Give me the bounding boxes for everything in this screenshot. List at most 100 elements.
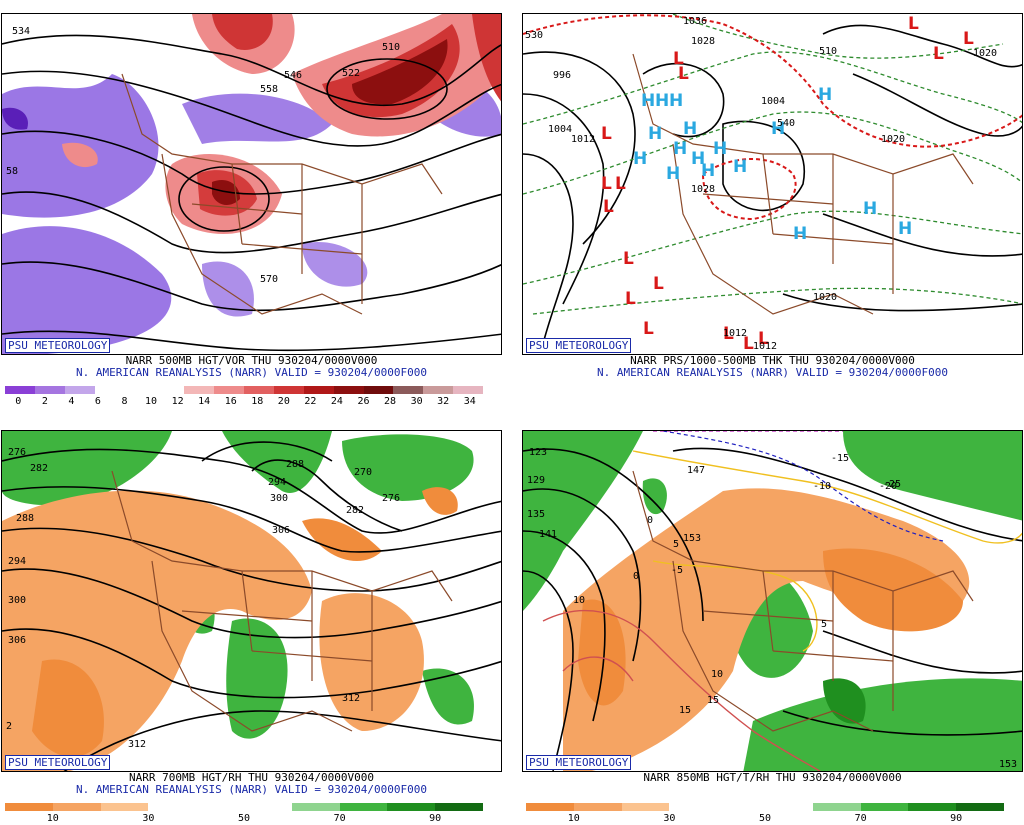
colorbar-swatch (34, 386, 65, 394)
colorbar-ticks: 10 30 50 70 90 (526, 813, 1004, 825)
map-700mb: 276 282 288 294 300 306 270 276 282 288 … (2, 431, 501, 771)
svg-text:1004: 1004 (548, 124, 572, 135)
colorbar-swatch (812, 803, 861, 811)
svg-text:L: L (933, 44, 944, 64)
map-850mb: 123 129 135 141 147 153 0 5 -5 -10 -15 -… (523, 431, 1022, 771)
colorbar-tick-label: 10 (145, 396, 158, 407)
map-caption: NARR 850MB HGT/T/RH THU 930204/0000V000 (643, 771, 902, 784)
svg-text:996: 996 (553, 70, 571, 81)
svg-text:H: H (655, 91, 669, 111)
svg-text:H: H (898, 219, 912, 239)
colorbar-swatch (5, 803, 53, 811)
svg-text:0: 0 (633, 571, 639, 582)
svg-text:1012: 1012 (723, 328, 747, 339)
colorbar-tick-label: 16 (224, 396, 237, 407)
panel-500mb-vorticity: 534 546 558 510 522 570 58 PSU METEOROLO… (1, 13, 502, 407)
svg-text:123: 123 (529, 447, 547, 458)
svg-text:L: L (963, 29, 974, 49)
svg-text:-10: -10 (813, 481, 831, 492)
map-caption: NARR 500MB HGT/VOR THU 930204/0000V000 (125, 354, 378, 367)
svg-text:10: 10 (573, 595, 585, 606)
colorbar-swatch (363, 386, 394, 394)
colorbar-swatch (196, 803, 244, 811)
svg-text:153: 153 (683, 533, 701, 544)
svg-text:10: 10 (711, 669, 723, 680)
svg-text:5: 5 (821, 619, 827, 630)
svg-text:510: 510 (819, 46, 837, 57)
svg-text:L: L (643, 319, 654, 339)
colorbar-tick-label: 34 (463, 396, 476, 407)
colorbar-ticks: 10 30 50 70 90 (5, 813, 483, 825)
colorbar-tick-label: 22 (304, 396, 317, 407)
svg-text:1004: 1004 (761, 96, 785, 107)
svg-text:H: H (733, 157, 747, 177)
colorbar-swatch (124, 386, 155, 394)
branding-badge: PSU METEOROLOGY (526, 338, 632, 353)
svg-text:1020: 1020 (881, 134, 905, 145)
map-subcaption: N. AMERICAN REANALYSIS (NARR) VALID = 93… (76, 366, 427, 379)
colorbar-ticks: 0 2 4 6 8 10 12 14 16 18 20 22 24 26 28 30 32 34 (5, 396, 483, 408)
svg-text:1012: 1012 (753, 341, 777, 352)
svg-text:L: L (601, 174, 612, 194)
svg-text:2: 2 (6, 721, 12, 732)
colorbar-tick-label: 2 (41, 396, 48, 407)
svg-text:135: 135 (527, 509, 545, 520)
svg-text:L: L (601, 124, 612, 144)
svg-text:534: 534 (12, 26, 30, 37)
svg-text:1020: 1020 (813, 292, 837, 303)
svg-text:H: H (771, 119, 785, 139)
svg-text:-20: -20 (879, 481, 897, 492)
svg-text:1028: 1028 (691, 184, 715, 195)
svg-text:5: 5 (673, 539, 679, 550)
colorbar-swatch (303, 386, 334, 394)
svg-text:H: H (793, 224, 807, 244)
colorbar (5, 803, 483, 811)
colorbar-swatch (387, 803, 436, 811)
svg-text:L: L (653, 274, 664, 294)
svg-text:288: 288 (286, 459, 304, 470)
svg-text:312: 312 (342, 693, 360, 704)
svg-text:H: H (673, 139, 687, 159)
panel-700mb-rh: 276 282 288 294 300 306 270 276 282 288 … (1, 430, 502, 824)
colorbar-swatch (148, 803, 197, 811)
colorbar-tick-label: 32 (437, 396, 450, 407)
svg-text:282: 282 (30, 463, 48, 474)
colorbar-tick-label: 20 (277, 396, 290, 407)
colorbar-swatch (273, 386, 304, 394)
svg-text:L: L (908, 14, 919, 34)
svg-text:H: H (641, 91, 655, 111)
svg-text:570: 570 (260, 274, 278, 285)
map-frame: 534 546 558 510 522 570 58 (1, 13, 502, 355)
svg-text:-25: -25 (883, 479, 901, 490)
colorbar-swatch (52, 803, 101, 811)
colorbar-swatch (214, 386, 244, 394)
svg-text:276: 276 (382, 493, 400, 504)
svg-text:312: 312 (128, 739, 146, 750)
svg-text:522: 522 (342, 68, 360, 79)
svg-text:H: H (648, 124, 662, 144)
svg-text:147: 147 (687, 465, 705, 476)
svg-text:-15: -15 (831, 453, 849, 464)
colorbar-swatch (956, 803, 1004, 811)
svg-text:558: 558 (260, 84, 278, 95)
svg-text:1028: 1028 (691, 36, 715, 47)
colorbar-swatch (669, 803, 718, 811)
svg-text:H: H (633, 149, 647, 169)
panel-850mb-temp-rh: 123 129 135 141 147 153 0 5 -5 -10 -15 -… (522, 430, 1023, 824)
colorbar-swatch (573, 803, 622, 811)
svg-text:1012: 1012 (571, 134, 595, 145)
svg-text:530: 530 (525, 30, 543, 41)
colorbar-tick-label: 8 (121, 396, 128, 407)
svg-text:L: L (625, 289, 636, 309)
svg-text:H: H (701, 161, 715, 181)
map-subcaption: N. AMERICAN REANALYSIS (NARR) VALID = 93… (76, 783, 427, 796)
colorbar-tick-label: 14 (198, 396, 211, 407)
colorbar-swatch (333, 386, 364, 394)
map-frame: 276 282 288 294 300 306 270 276 282 288 … (1, 430, 502, 772)
svg-text:294: 294 (268, 477, 286, 488)
colorbar-swatch (526, 803, 574, 811)
svg-text:288: 288 (16, 513, 34, 524)
